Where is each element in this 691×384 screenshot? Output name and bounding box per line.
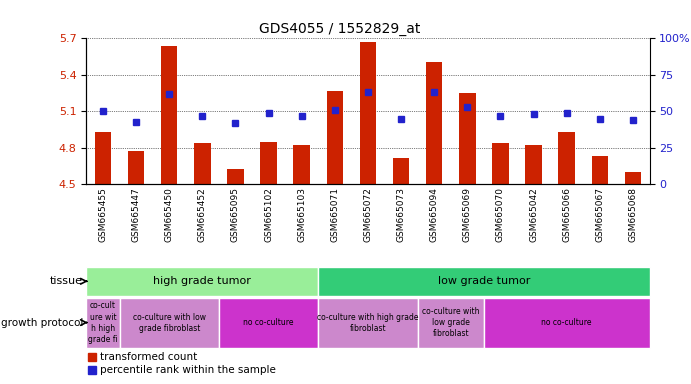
Bar <box>492 143 509 184</box>
Text: high grade tumor: high grade tumor <box>153 276 252 286</box>
Bar <box>120 298 219 348</box>
Bar <box>227 169 244 184</box>
Bar <box>525 146 542 184</box>
Text: no co-culture: no co-culture <box>243 318 294 327</box>
Bar <box>294 146 310 184</box>
Text: growth protocol: growth protocol <box>1 318 83 328</box>
Bar <box>392 157 409 184</box>
Bar <box>86 298 120 348</box>
Bar <box>161 46 178 184</box>
Text: percentile rank within the sample: percentile rank within the sample <box>100 366 276 376</box>
Text: co-cult
ure wit
h high
grade fi: co-cult ure wit h high grade fi <box>88 301 117 344</box>
Bar <box>360 42 376 184</box>
Bar <box>459 93 475 184</box>
Text: co-culture with high grade
fibroblast: co-culture with high grade fibroblast <box>317 313 419 333</box>
Text: no co-culture: no co-culture <box>542 318 592 327</box>
Text: co-culture with low
grade fibroblast: co-culture with low grade fibroblast <box>133 313 206 333</box>
Text: low grade tumor: low grade tumor <box>437 276 530 286</box>
Bar <box>625 172 641 184</box>
Bar <box>426 61 442 184</box>
Bar <box>86 267 319 296</box>
Title: GDS4055 / 1552829_at: GDS4055 / 1552829_at <box>259 22 421 36</box>
Bar <box>194 143 211 184</box>
Bar <box>484 298 650 348</box>
Bar <box>261 142 277 184</box>
Bar <box>327 91 343 184</box>
Text: tissue: tissue <box>50 276 83 286</box>
Bar <box>95 132 111 184</box>
Bar <box>417 298 484 348</box>
Bar <box>319 298 417 348</box>
Bar <box>319 267 650 296</box>
Bar <box>591 156 608 184</box>
Bar <box>558 132 575 184</box>
Text: transformed count: transformed count <box>100 352 198 362</box>
Bar <box>219 298 319 348</box>
Text: co-culture with
low grade
fibroblast: co-culture with low grade fibroblast <box>422 307 480 338</box>
Bar <box>128 152 144 184</box>
